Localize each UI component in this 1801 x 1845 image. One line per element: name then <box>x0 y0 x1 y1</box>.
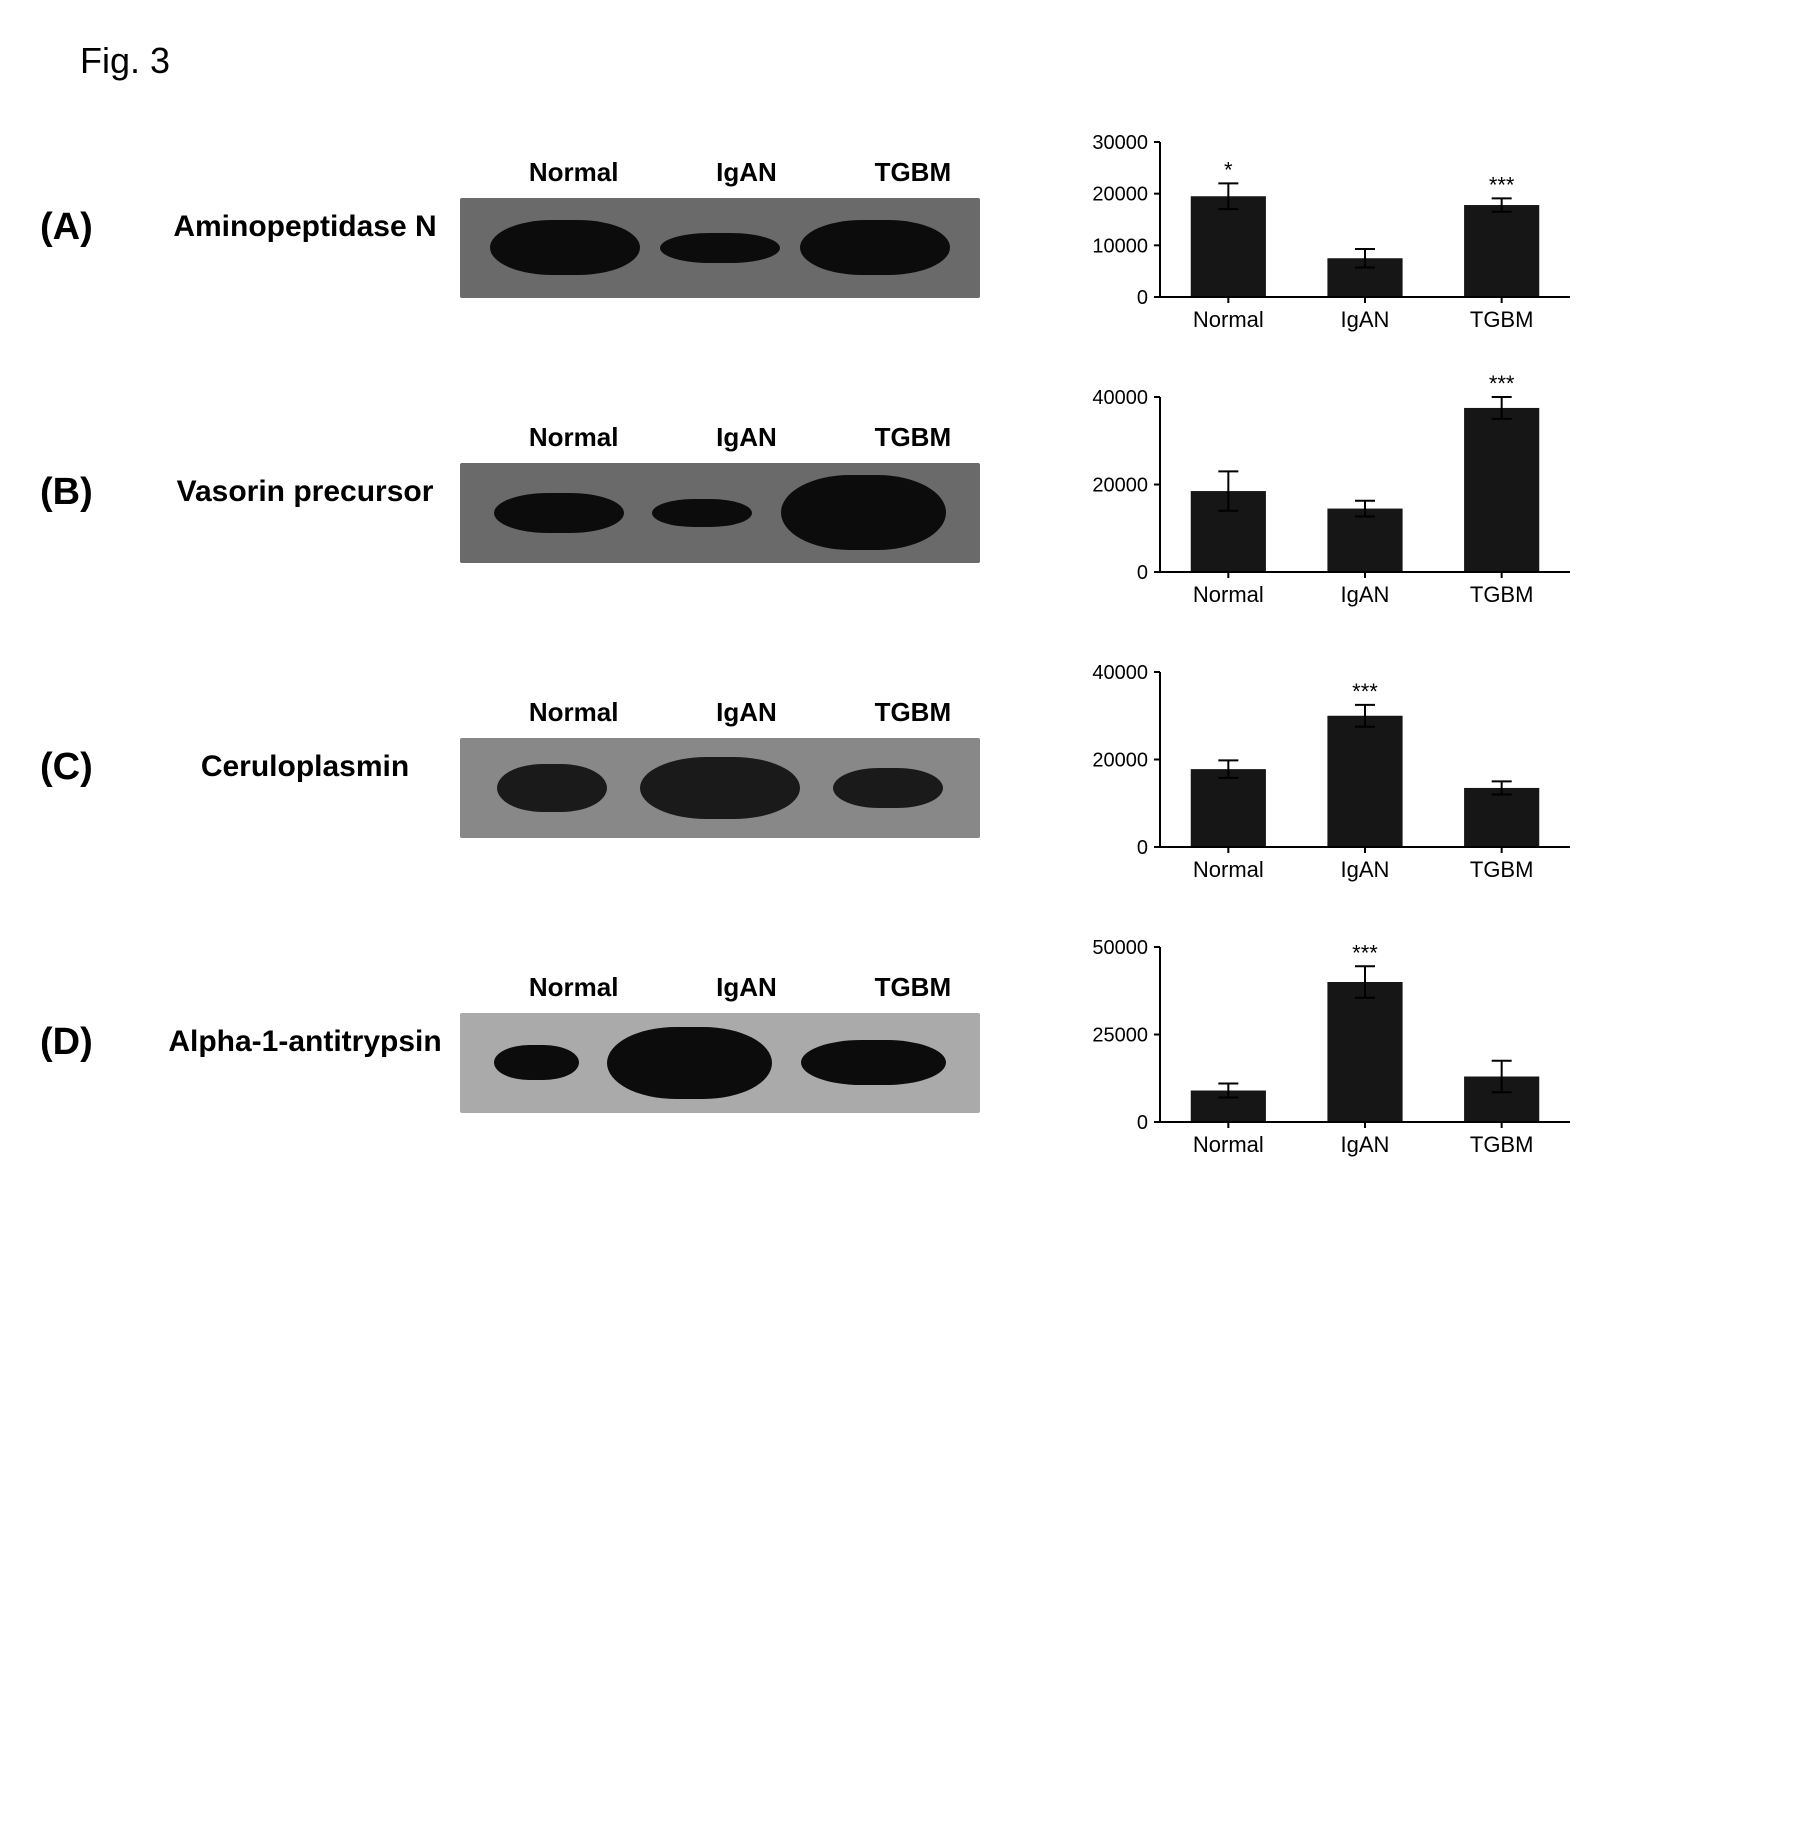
blot-band <box>607 1027 772 1099</box>
bar <box>1327 982 1402 1122</box>
bar <box>1327 716 1402 847</box>
lane-label: TGBM <box>875 422 952 453</box>
x-tick-label: IgAN <box>1341 857 1390 882</box>
blot-band <box>490 220 640 275</box>
blot-band <box>660 233 780 263</box>
bar-chart: 0 25000 50000 Normal *** IgAN TGBM <box>1080 917 1580 1167</box>
blot-section: Normal IgAN TGBM <box>460 422 1020 563</box>
protein-label: Vasorin precursor <box>150 475 460 509</box>
protein-label: Ceruloplasmin <box>150 750 460 784</box>
lane-label: TGBM <box>875 972 952 1003</box>
panel-row: (A) Aminopeptidase N Normal IgAN TGBM 0 100… <box>40 112 1761 342</box>
panel-row: (B) Vasorin precursor Normal IgAN TGBM 0 20… <box>40 367 1761 617</box>
lane-label: Normal <box>529 697 619 728</box>
panel-letter: (D) <box>40 1021 150 1064</box>
lane-label: IgAN <box>716 422 777 453</box>
panel-letter: (A) <box>40 206 150 249</box>
blot-band <box>781 475 946 550</box>
lane-label: Normal <box>529 157 619 188</box>
blot-band <box>652 499 752 527</box>
significance-marker: *** <box>1352 940 1378 965</box>
blot-section: Normal IgAN TGBM <box>460 972 1020 1113</box>
panel-letter: (C) <box>40 746 150 789</box>
y-tick-label: 20000 <box>1092 475 1148 497</box>
lane-label: IgAN <box>716 697 777 728</box>
blot-band <box>640 757 800 819</box>
panel-row: (D) Alpha-1-antitrypsin Normal IgAN TGBM 0… <box>40 917 1761 1167</box>
lane-label: Normal <box>529 972 619 1003</box>
y-tick-label: 10000 <box>1092 235 1148 257</box>
y-tick-label: 25000 <box>1092 1025 1148 1047</box>
lane-label: TGBM <box>875 697 952 728</box>
lane-label: Normal <box>529 422 619 453</box>
blot-band <box>497 764 607 812</box>
lane-labels-row: Normal IgAN TGBM <box>460 972 1020 1003</box>
y-tick-label: 40000 <box>1092 387 1148 409</box>
y-tick-label: 40000 <box>1092 662 1148 684</box>
protein-label: Aminopeptidase N <box>150 210 460 244</box>
lane-labels-row: Normal IgAN TGBM <box>460 697 1020 728</box>
x-tick-label: Normal <box>1193 857 1264 882</box>
y-tick-label: 0 <box>1137 1112 1148 1134</box>
blot-image <box>460 1013 980 1113</box>
blot-image <box>460 198 980 298</box>
bar <box>1464 205 1539 297</box>
lane-label: TGBM <box>875 157 952 188</box>
blot-band <box>494 1045 579 1080</box>
x-tick-label: Normal <box>1193 582 1264 607</box>
lane-labels-row: Normal IgAN TGBM <box>460 157 1020 188</box>
bar-chart: 0 20000 40000 Normal IgAN *** TGBM <box>1080 367 1580 617</box>
bar <box>1464 408 1539 572</box>
y-tick-label: 0 <box>1137 562 1148 584</box>
x-tick-label: Normal <box>1193 307 1264 332</box>
chart-section: 0 20000 40000 Normal *** IgAN TGBM <box>1080 642 1580 892</box>
y-tick-label: 20000 <box>1092 750 1148 772</box>
significance-marker: *** <box>1489 172 1515 197</box>
figure-label: Fig. 3 <box>80 40 1761 82</box>
bar <box>1191 196 1266 297</box>
blot-section: Normal IgAN TGBM <box>460 697 1020 838</box>
blot-band <box>494 493 624 533</box>
y-tick-label: 50000 <box>1092 937 1148 959</box>
y-tick-label: 0 <box>1137 287 1148 309</box>
bar <box>1191 769 1266 847</box>
blot-band <box>800 220 950 275</box>
lane-label: IgAN <box>716 972 777 1003</box>
bar-chart: 0 10000 20000 30000 * Normal IgAN *** TGBM <box>1080 112 1580 342</box>
blot-band <box>801 1040 946 1085</box>
y-tick-label: 0 <box>1137 837 1148 859</box>
chart-section: 0 20000 40000 Normal IgAN *** TGBM <box>1080 367 1580 617</box>
significance-marker: *** <box>1352 679 1378 704</box>
y-tick-label: 30000 <box>1092 132 1148 154</box>
x-tick-label: IgAN <box>1341 307 1390 332</box>
bar <box>1327 509 1402 572</box>
x-tick-label: TGBM <box>1470 857 1534 882</box>
significance-marker: * <box>1224 157 1233 182</box>
blot-image <box>460 463 980 563</box>
bar-chart: 0 20000 40000 Normal *** IgAN TGBM <box>1080 642 1580 892</box>
x-tick-label: IgAN <box>1341 582 1390 607</box>
x-tick-label: IgAN <box>1341 1132 1390 1157</box>
x-tick-label: TGBM <box>1470 1132 1534 1157</box>
blot-band <box>833 768 943 808</box>
chart-section: 0 10000 20000 30000 * Normal IgAN *** TGBM <box>1080 112 1580 342</box>
bar <box>1464 788 1539 847</box>
lane-label: IgAN <box>716 157 777 188</box>
panel-letter: (B) <box>40 471 150 514</box>
chart-section: 0 25000 50000 Normal *** IgAN TGBM <box>1080 917 1580 1167</box>
y-tick-label: 20000 <box>1092 184 1148 206</box>
protein-label: Alpha-1-antitrypsin <box>150 1025 460 1059</box>
blot-section: Normal IgAN TGBM <box>460 157 1020 298</box>
x-tick-label: TGBM <box>1470 582 1534 607</box>
lane-labels-row: Normal IgAN TGBM <box>460 422 1020 453</box>
significance-marker: *** <box>1489 371 1515 396</box>
x-tick-label: TGBM <box>1470 307 1534 332</box>
x-tick-label: Normal <box>1193 1132 1264 1157</box>
panel-row: (C) Ceruloplasmin Normal IgAN TGBM 0 20000 4… <box>40 642 1761 892</box>
blot-image <box>460 738 980 838</box>
